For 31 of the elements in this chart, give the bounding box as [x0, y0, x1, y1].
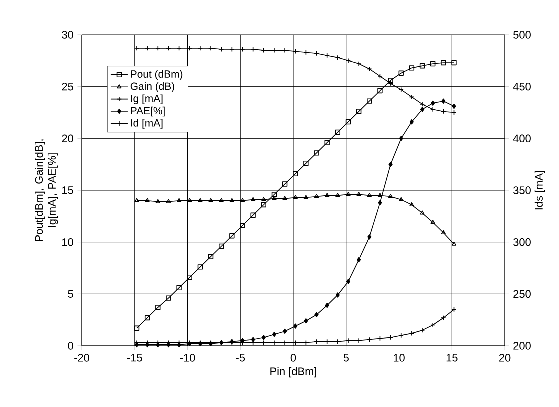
- y-tick-label: 0: [68, 342, 74, 350]
- y2-tick-label: 450: [513, 82, 531, 91]
- legend-label: PAE[%]: [131, 106, 165, 117]
- y2-tick-label: 500: [514, 31, 531, 39]
- y-tick-label: 25: [62, 82, 74, 91]
- y2-tick-label: 250: [514, 290, 531, 298]
- x-tick-label: 15: [446, 354, 458, 362]
- y2-tick-label: 350: [514, 186, 531, 194]
- y-tick-label: 20: [62, 134, 74, 143]
- x-tick-label: 10: [394, 354, 405, 362]
- y-tick-label: 5: [68, 290, 74, 298]
- y-axis-title: Pout[dBm], Gain[dB], Ig[mA], PAE[%]: [35, 140, 58, 242]
- y2-axis-title: Ids [mA]: [534, 171, 546, 210]
- legend-label: Pout (dBm): [131, 70, 183, 80]
- x-tick-label: 5: [344, 354, 349, 362]
- legend-label: Gain (dB): [130, 82, 174, 92]
- x-tick-label: -10: [180, 354, 196, 362]
- x-tick-label: 0: [290, 354, 296, 362]
- y2-tick-label: 200: [514, 342, 531, 350]
- legend-label: Ig [mA]: [131, 94, 163, 104]
- y-tick-label: 30: [62, 31, 74, 39]
- legend-label: Id [mA]: [131, 119, 163, 129]
- x-axis-title: Pin [dBm]: [270, 367, 316, 378]
- x-tick-label: -15: [127, 354, 142, 362]
- x-tick-label: -20: [74, 354, 90, 362]
- y2-tick-label: 300: [514, 238, 531, 246]
- y-tick-label: 10: [62, 238, 74, 246]
- y2-tick-label: 400: [513, 134, 531, 143]
- y-tick-label: 15: [62, 186, 74, 194]
- x-tick-label: 20: [499, 354, 511, 362]
- x-tick-label: -5: [236, 354, 246, 362]
